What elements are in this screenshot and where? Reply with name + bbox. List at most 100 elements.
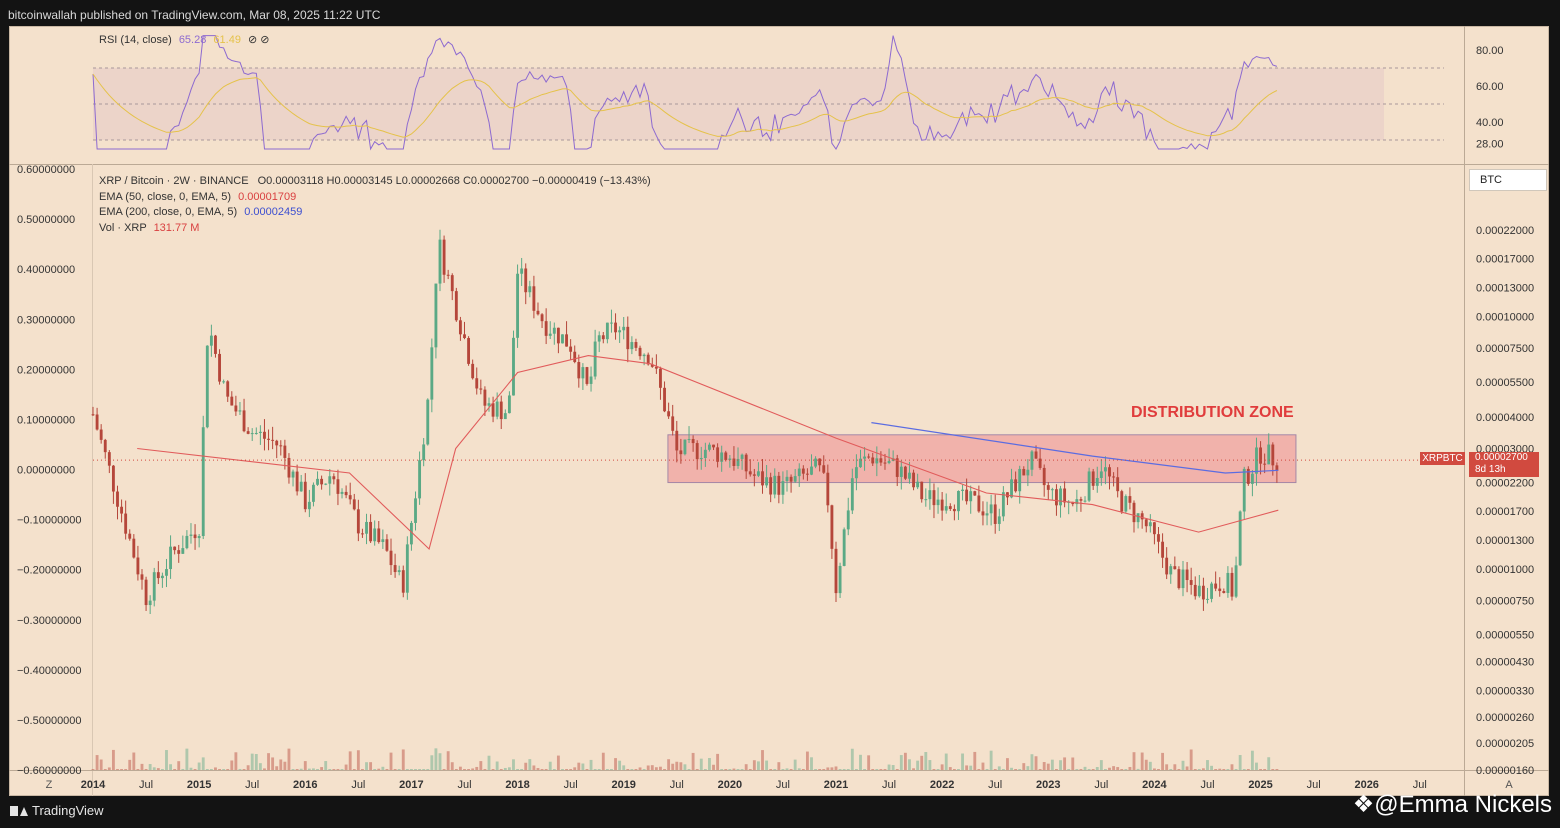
candle-body <box>287 457 291 478</box>
candle-body <box>356 509 360 534</box>
volume-bar <box>512 759 515 770</box>
candle-body <box>1246 468 1250 484</box>
watermark: ❖@Emma Nickels <box>1352 791 1552 818</box>
candle-body <box>948 506 952 509</box>
candle-body <box>777 475 781 495</box>
candle-body <box>169 546 172 570</box>
left-axis-label: −0.10000000 <box>17 515 82 527</box>
candle-body <box>250 433 254 435</box>
volume-bar <box>1218 768 1222 770</box>
rsi-legend-icons[interactable]: ⊘ ⊘ <box>248 34 270 46</box>
candle-body <box>940 499 944 511</box>
volume-bar <box>777 762 781 770</box>
currency-button[interactable]: BTC <box>1469 169 1547 191</box>
candle-body <box>920 481 924 500</box>
volume-bar <box>654 767 658 770</box>
candle-body <box>952 508 956 512</box>
candle-body <box>328 476 332 484</box>
candle-body <box>205 345 209 428</box>
candle-body <box>418 460 422 499</box>
candle-body <box>442 239 446 275</box>
candle-body <box>1218 588 1222 592</box>
volume-bar <box>659 766 662 770</box>
volume-bar <box>254 754 258 770</box>
time-axis-label: 2016 <box>293 779 317 791</box>
time-axis-label: Jul <box>564 779 578 791</box>
candle-body <box>312 484 315 502</box>
volume-bar <box>1246 769 1250 770</box>
chart-svg[interactable]: 80.00 60.00 40.00 28.00 0.60000000 0.50000000… <box>9 26 1549 796</box>
candle-body <box>173 546 177 551</box>
volume-bar <box>552 769 556 770</box>
left-axis-label: 0.30000000 <box>17 314 75 326</box>
candle-body <box>765 477 769 486</box>
candle-body <box>610 322 613 324</box>
volume-bar <box>556 755 560 770</box>
volume-bar <box>932 769 936 770</box>
candle-body <box>1189 580 1193 585</box>
volume-bar <box>536 768 540 770</box>
volume-bar <box>1201 768 1205 770</box>
vol-label: Vol · XRP <box>99 221 147 234</box>
candle-body <box>883 462 887 464</box>
candle-body <box>912 472 915 488</box>
volume-bar <box>263 768 266 770</box>
volume-bar <box>197 762 201 770</box>
candle-body <box>1136 513 1140 523</box>
volume-bar <box>646 765 650 770</box>
time-axis-label: Jul <box>1307 779 1321 791</box>
ema50-label: EMA (50, close, 0, EMA, 5) <box>99 190 232 203</box>
right-axis-label: 0.00000330 <box>1476 686 1534 698</box>
volume-bar <box>507 767 511 770</box>
left-axis-label: 0.40000000 <box>17 264 75 276</box>
candle-body <box>140 574 144 580</box>
candle-body <box>1169 566 1173 575</box>
candle-body <box>961 489 964 491</box>
right-axis-label: 0.00002200 <box>1476 478 1534 490</box>
candle-body <box>487 403 491 406</box>
tradingview-logo[interactable]: TradingView <box>10 803 104 818</box>
volume-bar <box>1165 764 1169 770</box>
time-axis-label: 2022 <box>930 779 954 791</box>
candle-body <box>422 444 426 461</box>
volume-bar <box>765 760 769 770</box>
time-axis-zoom-right: A <box>1505 779 1513 791</box>
candle-body <box>532 286 536 311</box>
candle-body <box>1201 585 1205 600</box>
candle-body <box>1099 471 1103 478</box>
volume-bar <box>185 748 189 770</box>
volume-bar <box>365 762 368 770</box>
volume-bar <box>385 769 389 770</box>
volume-bar <box>1214 769 1218 770</box>
rsi-axis-label: 28.00 <box>1476 139 1504 151</box>
ema200-value: 0.00002459 <box>244 206 303 218</box>
volume-bar <box>201 757 205 770</box>
candle-body <box>1226 572 1230 593</box>
candle-body <box>871 457 875 464</box>
candle-body <box>916 481 920 488</box>
candle-body <box>1255 447 1258 474</box>
volume-bar <box>1267 757 1271 770</box>
candle-body <box>614 322 617 333</box>
right-axis-label: 0.00000550 <box>1476 630 1534 642</box>
volume-bar <box>454 769 458 770</box>
volume-bar <box>499 769 503 770</box>
volume-bar <box>993 769 997 770</box>
volume-bar <box>1148 761 1152 770</box>
volume-bar <box>234 752 238 770</box>
volume-bar <box>463 769 466 770</box>
candle-body <box>924 499 928 501</box>
candle-body <box>275 440 279 446</box>
candle-body <box>1042 467 1046 486</box>
candle-body <box>593 341 597 377</box>
candle-body <box>1112 476 1116 478</box>
time-axis-label: 2021 <box>824 779 848 791</box>
candle-body <box>756 471 760 476</box>
volume-bar <box>728 769 732 770</box>
candle-body <box>512 337 515 396</box>
volume-bar <box>871 769 875 770</box>
volume-bar <box>548 761 552 770</box>
candle-body <box>454 291 458 321</box>
candle-body <box>438 239 442 284</box>
candle-body <box>307 501 311 510</box>
